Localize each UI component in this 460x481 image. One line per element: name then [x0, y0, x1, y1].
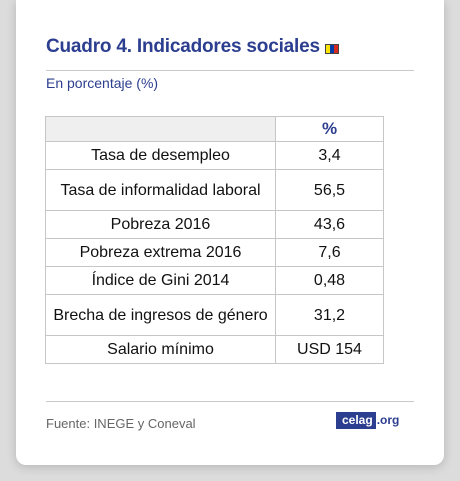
divider-bottom — [46, 401, 414, 402]
row-value: 3,4 — [275, 141, 384, 170]
indicators-table: % Tasa de desempleo 3,4 Tasa de informal… — [45, 116, 384, 364]
row-label: Brecha de ingresos de género — [45, 294, 276, 336]
table-row: Índice de Gini 2014 0,48 — [45, 266, 384, 295]
table-row: Pobreza 2016 43,6 — [45, 210, 384, 239]
row-value: 0,48 — [275, 266, 384, 295]
title-row: Cuadro 4. Indicadores sociales — [46, 36, 339, 58]
row-label: Pobreza 2016 — [45, 210, 276, 239]
source-note: Fuente: INEGE y Coneval — [46, 416, 196, 431]
row-value: 7,6 — [275, 238, 384, 267]
table-row: Salario mínimo USD 154 — [45, 335, 384, 364]
row-label: Tasa de desempleo — [45, 141, 276, 170]
row-label: Salario mínimo — [45, 335, 276, 364]
row-value: USD 154 — [275, 335, 384, 364]
flag-stripe-blue — [329, 44, 334, 53]
divider-top — [46, 70, 414, 71]
row-label: Pobreza extrema 2016 — [45, 238, 276, 267]
table-row: Tasa de desempleo 3,4 — [45, 141, 384, 170]
flag-stripe-red — [333, 44, 338, 53]
row-value: 31,2 — [275, 294, 384, 336]
table-row: Brecha de ingresos de género 31,2 — [45, 294, 384, 336]
header-cell-percent: % — [275, 116, 384, 142]
flag-stripe-yellow — [325, 44, 330, 53]
table-row: Tasa de informalidad laboral 56,5 — [45, 169, 384, 211]
row-value: 56,5 — [275, 169, 384, 211]
logo-main-text: celag — [336, 412, 376, 429]
page-title: Cuadro 4. Indicadores sociales — [46, 36, 320, 57]
subtitle: En porcentaje (%) — [46, 75, 159, 91]
flag-icon — [324, 43, 339, 54]
logo-tld-text: .org — [376, 413, 400, 427]
header-cell-label — [45, 116, 276, 142]
row-label: Índice de Gini 2014 — [45, 266, 276, 295]
table-row: Pobreza extrema 2016 7,6 — [45, 238, 384, 267]
table-header-row: % — [45, 116, 384, 142]
row-label: Tasa de informalidad laboral — [45, 169, 276, 211]
table-card: Cuadro 4. Indicadores sociales En porcen… — [16, 0, 444, 465]
row-value: 43,6 — [275, 210, 384, 239]
celag-logo[interactable]: celag .org — [336, 412, 399, 429]
